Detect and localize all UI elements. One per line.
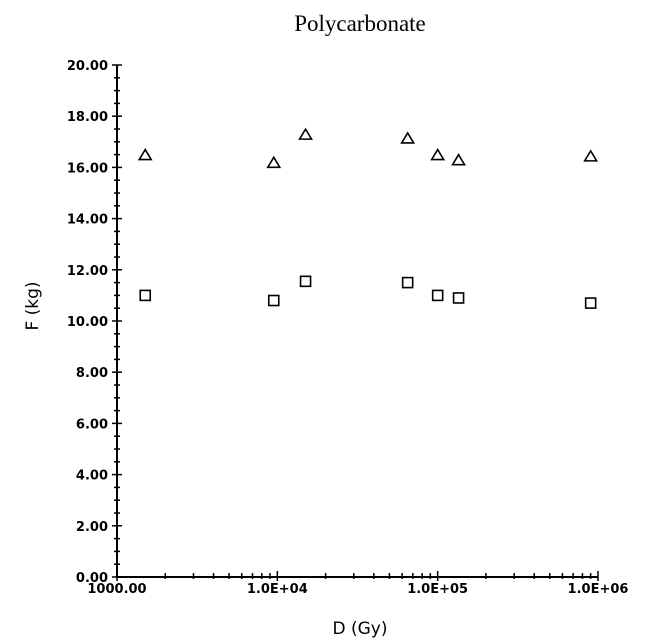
y-tick-label: 10.00 <box>67 315 108 330</box>
chart-title: Polycarbonate <box>294 11 426 36</box>
square-point <box>431 289 444 302</box>
y-tick-label: 12.00 <box>67 264 108 279</box>
triangle-point <box>400 131 416 144</box>
square-point <box>584 297 597 309</box>
y-tick-label: 16.00 <box>67 161 108 176</box>
data-points <box>137 127 599 309</box>
triangle-point <box>451 153 466 166</box>
y-tick-label: 8.00 <box>76 366 108 381</box>
square-point <box>267 294 280 307</box>
y-ticks: 0.00 2.00 4.00 6.00 8.00 10.00 12.00 14.00 16.00… <box>67 59 122 586</box>
square-point <box>299 275 312 288</box>
square-point <box>139 289 152 302</box>
triangle-point <box>583 149 599 162</box>
square-point <box>401 276 414 289</box>
y-tick-label: 2.00 <box>76 520 108 535</box>
axes <box>116 65 598 578</box>
y-tick-label: 18.00 <box>67 110 108 125</box>
square-point <box>452 292 465 304</box>
x-tick-label: 1.0E+06 <box>568 582 629 597</box>
triangle-point <box>298 127 313 140</box>
y-tick-label: 4.00 <box>76 469 108 484</box>
y-tick-label: 20.00 <box>67 59 108 74</box>
y-tick-label: 14.00 <box>67 213 108 228</box>
triangle-point <box>266 155 282 169</box>
y-axis-label: F (kg) <box>23 281 43 330</box>
x-axis-label: D (Gy) <box>333 619 388 639</box>
y-tick-label: 6.00 <box>76 417 108 432</box>
triangle-point <box>137 148 153 161</box>
x-tick-label: 1000.00 <box>87 582 146 597</box>
x-tick-label: 1.0E+05 <box>407 582 468 597</box>
x-tick-label: 1.0E+04 <box>247 582 308 597</box>
x-ticks: 1000.00 1.0E+04 1.0E+05 1.0E+06 <box>87 571 628 597</box>
triangle-point <box>430 148 446 161</box>
y-tick-label: 0.00 <box>76 571 108 586</box>
